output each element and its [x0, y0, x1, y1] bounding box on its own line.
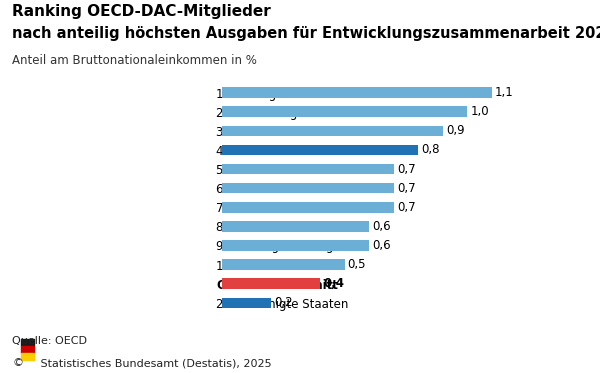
Bar	[21, 339, 34, 346]
Bar	[222, 278, 320, 289]
Bar	[222, 145, 418, 155]
Bar	[222, 259, 345, 270]
Bar	[21, 346, 34, 353]
Text: 0,7: 0,7	[397, 182, 415, 195]
Text: 0,6: 0,6	[372, 239, 391, 252]
Text: 0,6: 0,6	[372, 220, 391, 233]
Bar	[222, 221, 369, 232]
Bar	[222, 202, 394, 213]
Text: Ranking OECD-DAC-Mitglieder: Ranking OECD-DAC-Mitglieder	[12, 4, 271, 19]
Text: 0,2: 0,2	[274, 296, 293, 309]
Text: 0,7: 0,7	[397, 163, 415, 176]
Text: nach anteilig höchsten Ausgaben für Entwicklungszusammenarbeit 2023: nach anteilig höchsten Ausgaben für Entw…	[12, 26, 600, 41]
Text: Anteil am Bruttonationaleinkommen in %: Anteil am Bruttonationaleinkommen in %	[12, 54, 257, 67]
Text: Statistisches Bundesamt (Destatis), 2025: Statistisches Bundesamt (Destatis), 2025	[37, 358, 272, 368]
Text: 0,7: 0,7	[397, 201, 415, 214]
Text: 0,8: 0,8	[421, 143, 440, 156]
Text: 0,9: 0,9	[446, 124, 464, 137]
Bar	[222, 240, 369, 251]
Bar	[222, 126, 443, 136]
Bar	[21, 353, 34, 360]
Bar	[222, 106, 467, 117]
Bar	[222, 164, 394, 174]
Text: 1,1: 1,1	[495, 86, 514, 99]
Text: Quelle: OECD: Quelle: OECD	[12, 336, 87, 346]
Text: 1,0: 1,0	[470, 105, 489, 118]
Bar	[222, 87, 492, 98]
Text: 0,5: 0,5	[347, 258, 366, 271]
Text: 0,4: 0,4	[323, 277, 344, 290]
Bar	[222, 183, 394, 193]
Bar	[222, 298, 271, 308]
Text: ©: ©	[12, 358, 23, 368]
